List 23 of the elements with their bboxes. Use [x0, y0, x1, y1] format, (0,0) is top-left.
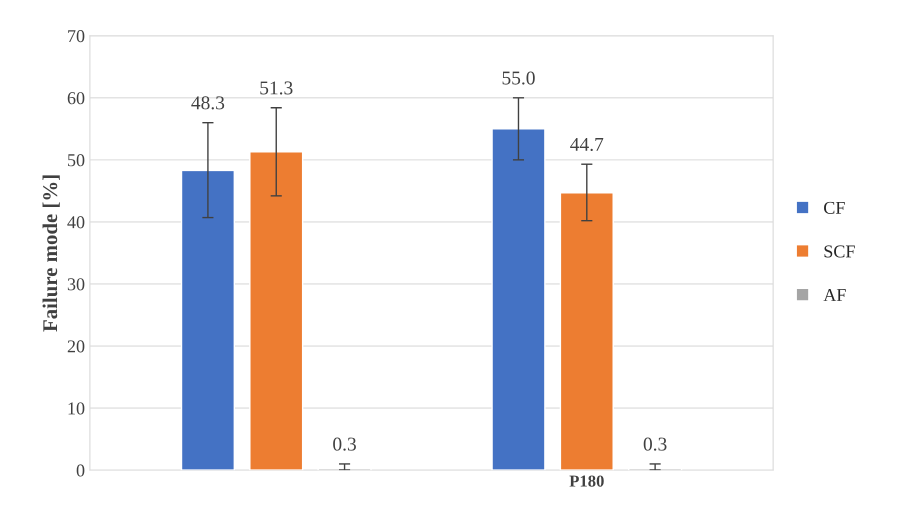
bar [249, 151, 304, 470]
data-label: 51.3 [260, 81, 292, 95]
y-tick-label: 70 [68, 30, 84, 42]
bar [560, 192, 614, 470]
data-label: 0.3 [333, 438, 356, 451]
y-tick-label: 50 [68, 154, 84, 166]
y-tick-label: 20 [68, 340, 84, 352]
x-tick-label: P180 [569, 475, 604, 487]
data-label: 55.0 [502, 71, 535, 85]
data-label: 0.3 [644, 438, 667, 451]
y-tick-label: 60 [68, 92, 84, 104]
y-tick-label: 40 [67, 216, 84, 228]
legend-label: AF [823, 288, 846, 301]
legend-label: SCF [824, 245, 855, 258]
data-label: 48.3 [191, 96, 224, 110]
bar [180, 170, 236, 470]
y-tick-label: 0 [76, 464, 84, 477]
y-tick-label: 10 [68, 402, 84, 415]
legend-label: CF [824, 202, 845, 214]
y-tick-label: 30 [68, 278, 84, 290]
bar [491, 128, 546, 470]
data-label: 44.7 [570, 138, 604, 152]
y-axis-title: Failure mode [%] [42, 175, 60, 332]
